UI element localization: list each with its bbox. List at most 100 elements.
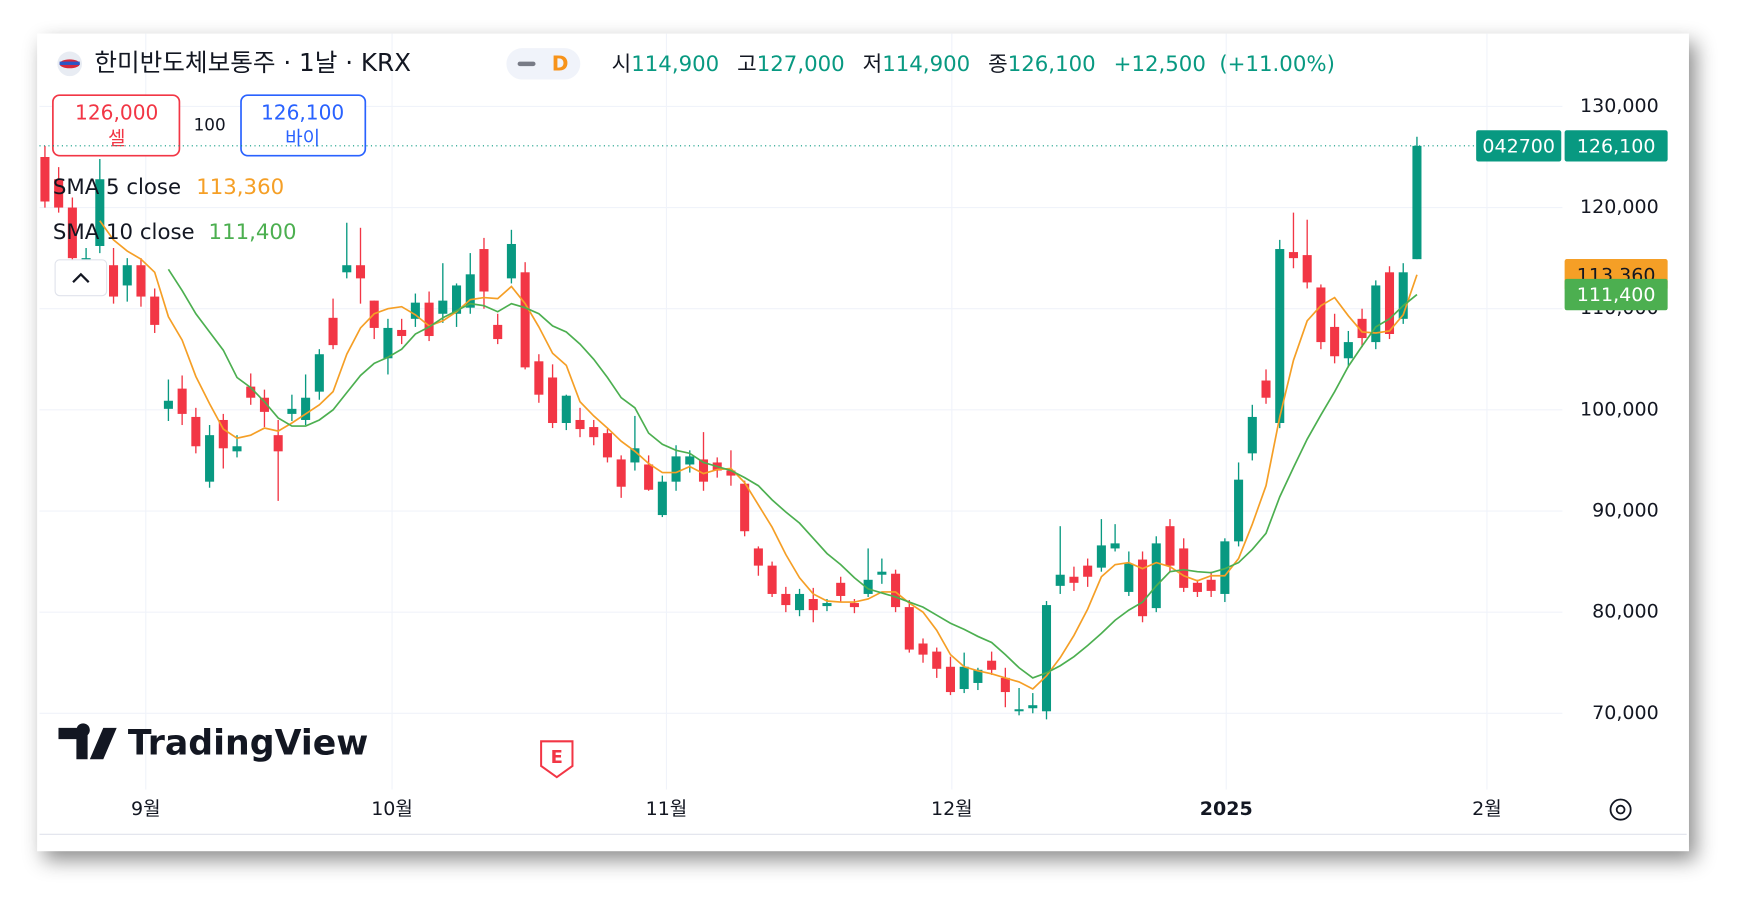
x-tick-label: 10월 xyxy=(371,798,413,820)
candle-body xyxy=(1055,574,1065,586)
candle-body xyxy=(932,651,942,669)
y-tick-label: 120,000 xyxy=(1580,196,1659,218)
buy-button[interactable] xyxy=(240,94,367,157)
candle-body xyxy=(657,481,667,516)
pill-dash xyxy=(517,61,536,67)
buy-label[interactable]: 바이 xyxy=(285,127,320,149)
collapse-button[interactable] xyxy=(54,259,108,297)
candle-body xyxy=(945,666,955,693)
candle-body xyxy=(246,386,256,398)
candle-body xyxy=(1041,605,1052,712)
candle-body xyxy=(205,435,215,482)
candle-body xyxy=(740,483,750,532)
grid xyxy=(39,33,1563,790)
x-tick-label: 2025 xyxy=(1200,798,1253,820)
candle-body xyxy=(1083,565,1093,577)
settings-icon[interactable] xyxy=(1609,798,1632,821)
candle-body xyxy=(438,300,448,314)
y-tick-label: 70,000 xyxy=(1592,702,1659,724)
candle-body xyxy=(1302,255,1312,283)
candle-body xyxy=(150,296,160,325)
candle-body xyxy=(630,448,640,463)
candle-body xyxy=(726,470,736,476)
candle-body xyxy=(534,361,544,395)
candle-body xyxy=(781,593,791,606)
symbol-code: 042700 xyxy=(1482,135,1555,157)
interval-pill[interactable] xyxy=(506,48,581,80)
symbol-logo-band xyxy=(59,61,80,65)
candle-body xyxy=(1371,285,1381,343)
candle-body xyxy=(671,456,681,482)
candle-body xyxy=(1028,705,1038,709)
buy-price[interactable]: 126,100 xyxy=(261,101,344,125)
candle-body xyxy=(520,272,530,368)
event-marker-shape[interactable] xyxy=(540,740,574,779)
sma-tag-label: 111,400 xyxy=(1577,284,1656,306)
sma-tag xyxy=(1564,278,1668,311)
candle-body xyxy=(959,666,969,690)
event-marker[interactable]: E xyxy=(551,747,563,768)
candle-body xyxy=(973,669,983,683)
candle-body xyxy=(506,243,516,279)
quantity[interactable]: 100 xyxy=(194,114,226,134)
candle-body xyxy=(1330,326,1340,357)
candle-body xyxy=(493,324,503,340)
candle-body xyxy=(1316,287,1326,343)
candle-body xyxy=(301,397,311,420)
candle-body xyxy=(342,265,352,273)
candle-body xyxy=(1275,249,1285,424)
collapse-icon[interactable] xyxy=(72,272,90,283)
candle-body xyxy=(383,327,393,359)
legend-value: 113,360 xyxy=(196,175,284,200)
candle-body xyxy=(54,179,64,208)
stat-name: 시 xyxy=(612,52,632,77)
candle-body xyxy=(849,603,859,608)
candle-body xyxy=(918,643,928,655)
candle-body xyxy=(987,660,997,670)
candle-body xyxy=(452,285,462,314)
plot-area xyxy=(40,136,1422,720)
sell-label[interactable]: 셀 xyxy=(108,127,126,149)
candle-body xyxy=(822,603,832,607)
candle-body xyxy=(808,599,818,611)
legend-name[interactable]: SMA 5 close xyxy=(53,175,181,200)
settings-icon-core[interactable] xyxy=(1615,804,1626,815)
chart-title: 한미반도체보통주 · 1날 · KRX xyxy=(94,48,411,77)
y-tick-label: 130,000 xyxy=(1580,95,1659,117)
candle-body xyxy=(1398,272,1408,319)
candle-body xyxy=(177,388,187,414)
candle-body xyxy=(273,435,283,452)
candle-body xyxy=(767,565,777,594)
sma-line xyxy=(99,220,1418,691)
last-price-tag xyxy=(1564,130,1668,162)
candle-body xyxy=(95,179,105,247)
x-tick-label: 12월 xyxy=(931,798,973,820)
x-tick-label: 11월 xyxy=(646,798,688,820)
candle-body xyxy=(1357,318,1367,339)
candle-body xyxy=(1000,677,1010,693)
candle-body xyxy=(589,427,599,438)
candle-body xyxy=(40,156,50,202)
legend-name[interactable]: SMA 10 close xyxy=(53,220,195,245)
candle-body xyxy=(561,395,571,424)
candle-body xyxy=(67,207,77,259)
candle-body xyxy=(602,433,612,458)
candle-body xyxy=(355,265,366,279)
candle-body xyxy=(1069,576,1079,583)
sell-price[interactable]: 126,000 xyxy=(75,101,158,125)
candle-body xyxy=(1165,526,1175,566)
candle-body xyxy=(1151,543,1161,609)
candle-body xyxy=(1138,559,1148,617)
candle-body xyxy=(698,459,709,482)
legend-value: 111,400 xyxy=(209,220,297,245)
candle-body xyxy=(795,593,805,611)
candle-body xyxy=(1288,252,1298,259)
change: +12,500 xyxy=(1114,52,1206,77)
stat-value: 114,900 xyxy=(631,52,719,77)
sell-button[interactable] xyxy=(52,94,181,157)
interval-badge[interactable]: D xyxy=(552,51,569,75)
candle-body xyxy=(163,400,173,409)
candle-body xyxy=(1110,543,1120,549)
stat-value: 114,900 xyxy=(882,52,970,77)
